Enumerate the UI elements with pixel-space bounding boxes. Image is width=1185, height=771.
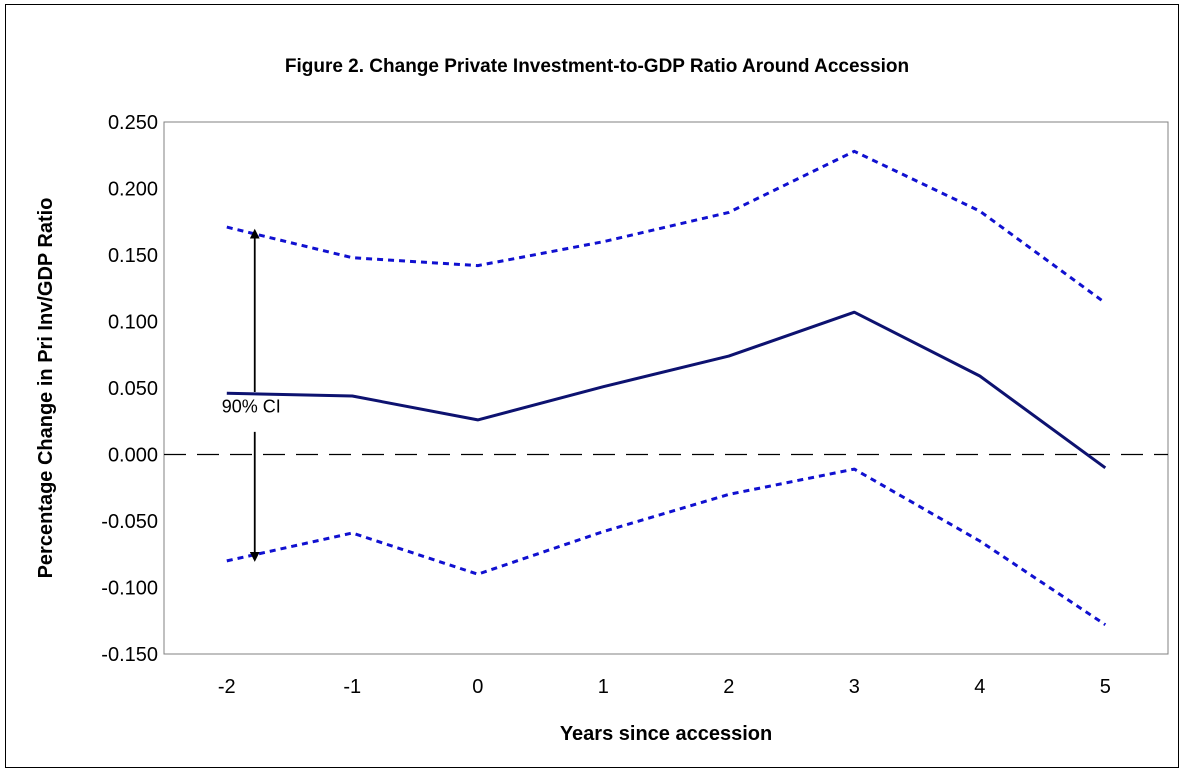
x-tick-label: -2 — [218, 676, 236, 698]
x-tick-label: 0 — [472, 676, 483, 698]
y-tick-label: 0.200 — [108, 179, 158, 201]
series-lines — [226, 149, 1107, 626]
y-tick-label: 0.050 — [108, 378, 158, 400]
y-tick-label: -0.100 — [101, 578, 158, 600]
plot-area — [163, 121, 1169, 655]
y-tick-label: 0.250 — [108, 112, 158, 134]
y-axis-label: Percentage Change in Pri Inv/GDP Ratio — [35, 198, 57, 579]
x-tick-label: -1 — [343, 676, 361, 698]
y-tick-label: -0.050 — [101, 511, 158, 533]
chart-title: Figure 2. Change Private Investment-to-G… — [285, 56, 909, 77]
upper-ci-line — [226, 149, 1107, 305]
y-tick-label: 0.000 — [108, 445, 158, 467]
x-tick-label: 5 — [1100, 676, 1111, 698]
y-tick-label: -0.150 — [101, 644, 158, 666]
y-tick-label: 0.100 — [108, 312, 158, 334]
ci-annotation-label: 90% CI — [222, 396, 281, 416]
estimate-line — [226, 310, 1107, 470]
x-axis-ticks: -2 -1 0 1 2 3 4 5 — [218, 676, 1111, 698]
chart-frame — [5, 4, 1179, 768]
x-tick-label: 2 — [723, 676, 734, 698]
y-tick-label: 0.150 — [108, 245, 158, 267]
x-tick-label: 3 — [849, 676, 860, 698]
x-tick-label: 1 — [598, 676, 609, 698]
x-tick-label: 4 — [974, 676, 985, 698]
x-axis-label: Years since accession — [560, 723, 772, 745]
lower-ci-line — [226, 467, 1107, 626]
y-axis-ticks: 0.250 0.200 0.150 0.100 0.050 0.000 -0.050 -0.1… — [101, 112, 158, 666]
